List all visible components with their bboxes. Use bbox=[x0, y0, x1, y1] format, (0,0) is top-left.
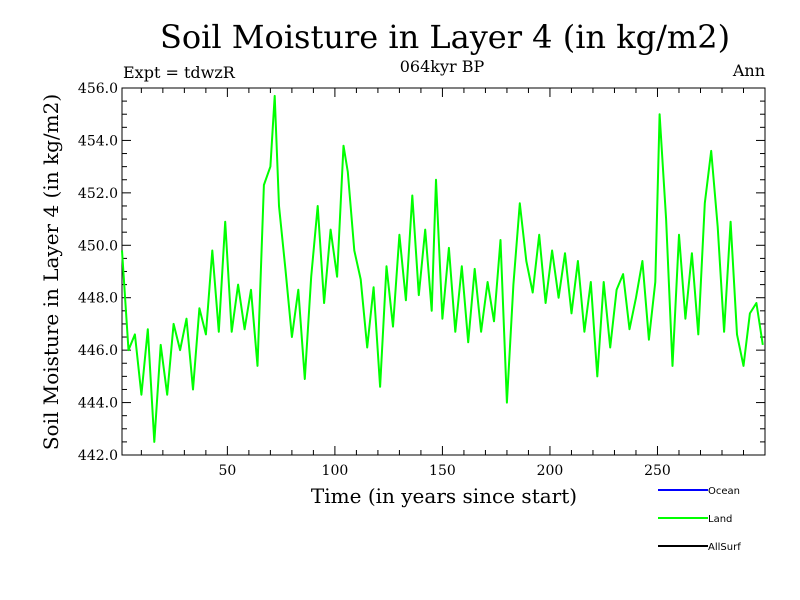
y-tick-label: 454.0 bbox=[78, 133, 118, 149]
x-tick-label: 150 bbox=[429, 463, 456, 479]
legend-label-land: Land bbox=[708, 514, 732, 525]
experiment-label: Expt = tdwzR bbox=[123, 63, 236, 82]
season-label: Ann bbox=[732, 61, 765, 80]
y-tick-label: 452.0 bbox=[78, 186, 118, 202]
x-tick-label: 250 bbox=[644, 463, 671, 479]
y-tick-label: 442.0 bbox=[78, 448, 118, 464]
series-line-land bbox=[121, 94, 764, 443]
chart-title: Soil Moisture in Layer 4 (in kg/m2) bbox=[160, 18, 730, 56]
y-tick-label: 444.0 bbox=[78, 396, 118, 412]
x-axis-label: Time (in years since start) bbox=[311, 484, 577, 508]
x-tick-label: 100 bbox=[322, 463, 349, 479]
legend: Ocean Land AllSurf bbox=[658, 486, 741, 553]
y-tick-label: 456.0 bbox=[78, 81, 118, 97]
legend-label-allsurf: AllSurf bbox=[708, 542, 741, 553]
legend-label-ocean: Ocean bbox=[708, 486, 740, 497]
y-tick-label: 448.0 bbox=[78, 291, 118, 307]
axis-tick-labels: 50 100 150 200 250 442.0 444.0 446.0 448.0 450.0 4… bbox=[78, 81, 671, 479]
y-tick-label: 446.0 bbox=[78, 343, 118, 359]
x-tick-label: 200 bbox=[537, 463, 564, 479]
axis-ticks bbox=[122, 87, 765, 456]
x-tick-label: 50 bbox=[218, 463, 236, 479]
y-tick-label: 450.0 bbox=[78, 238, 118, 254]
y-axis-label: Soil Moisture in Layer 4 (in kg/m2) bbox=[39, 94, 63, 450]
chart-subtitle: 064kyr BP bbox=[400, 57, 485, 76]
